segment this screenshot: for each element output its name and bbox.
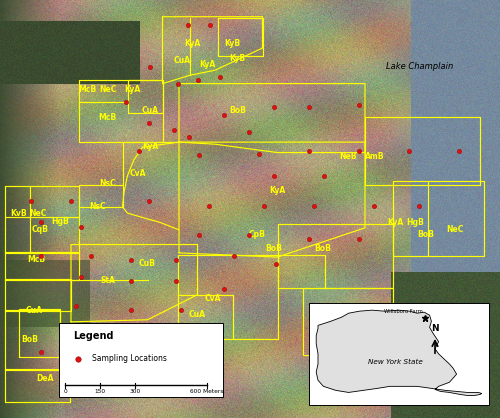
Text: Willsboro Farm: Willsboro Farm: [384, 308, 422, 314]
Text: CvA: CvA: [129, 169, 146, 178]
Text: New York State: New York State: [368, 359, 423, 365]
Text: KyA: KyA: [142, 142, 158, 151]
Bar: [59, 323, 222, 397]
Text: KyB: KyB: [224, 39, 240, 48]
Text: NeC: NeC: [29, 209, 46, 218]
Text: CuA: CuA: [174, 56, 191, 65]
Text: 600 Meters: 600 Meters: [190, 389, 223, 394]
Text: NsC: NsC: [89, 202, 106, 212]
Text: Sampling Locations: Sampling Locations: [92, 354, 166, 363]
Text: Legend: Legend: [73, 331, 114, 341]
Text: HgB: HgB: [51, 217, 69, 226]
Text: KyA: KyA: [200, 60, 216, 69]
Text: DeA: DeA: [36, 374, 54, 383]
Text: KyB: KyB: [230, 54, 246, 63]
Text: KyA: KyA: [387, 218, 403, 227]
Text: BoB: BoB: [22, 335, 38, 344]
Text: CuA: CuA: [189, 310, 206, 319]
Bar: [309, 303, 489, 405]
Text: AmB: AmB: [365, 152, 385, 161]
Text: KyA: KyA: [124, 85, 140, 94]
Text: BoB: BoB: [418, 230, 434, 240]
Text: CuB: CuB: [139, 259, 156, 268]
Text: NsC: NsC: [99, 179, 116, 189]
Text: CqB: CqB: [32, 225, 48, 234]
Text: KvB: KvB: [10, 209, 28, 218]
Text: BoB: BoB: [229, 106, 246, 115]
Text: CpB: CpB: [249, 229, 266, 239]
Text: CuA: CuA: [142, 106, 158, 115]
Text: McB: McB: [98, 112, 116, 122]
Text: CvA: CvA: [204, 294, 221, 303]
Text: 0: 0: [63, 389, 67, 394]
Text: NeB: NeB: [339, 152, 356, 161]
Polygon shape: [316, 310, 482, 395]
Text: Lake Champlain: Lake Champlain: [386, 62, 454, 71]
Text: CuA: CuA: [309, 318, 326, 327]
Text: StA: StA: [100, 275, 115, 285]
Text: 150: 150: [94, 389, 106, 394]
Text: KyA: KyA: [184, 39, 200, 48]
Text: NeC: NeC: [99, 85, 116, 94]
Text: McB: McB: [27, 255, 45, 264]
Text: HgB: HgB: [406, 218, 424, 227]
Text: 300: 300: [130, 389, 140, 394]
Text: N: N: [431, 324, 439, 333]
Text: CuA: CuA: [26, 306, 42, 315]
Text: BoB: BoB: [314, 244, 331, 253]
Text: BoB: BoB: [266, 244, 282, 253]
Text: KyA: KyA: [270, 186, 285, 195]
Text: McB: McB: [78, 85, 96, 94]
Text: NeC: NeC: [446, 225, 464, 234]
